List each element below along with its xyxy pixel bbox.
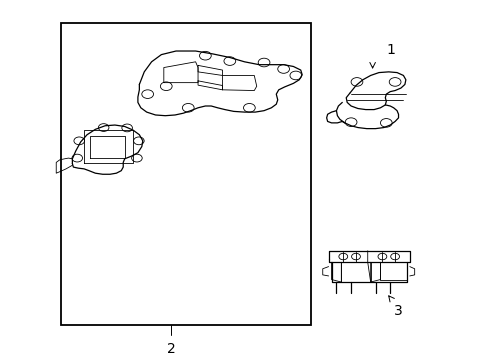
- Bar: [61, 23, 310, 325]
- Text: 2: 2: [166, 342, 175, 356]
- Text: 1: 1: [386, 44, 395, 58]
- Text: 3: 3: [393, 303, 402, 318]
